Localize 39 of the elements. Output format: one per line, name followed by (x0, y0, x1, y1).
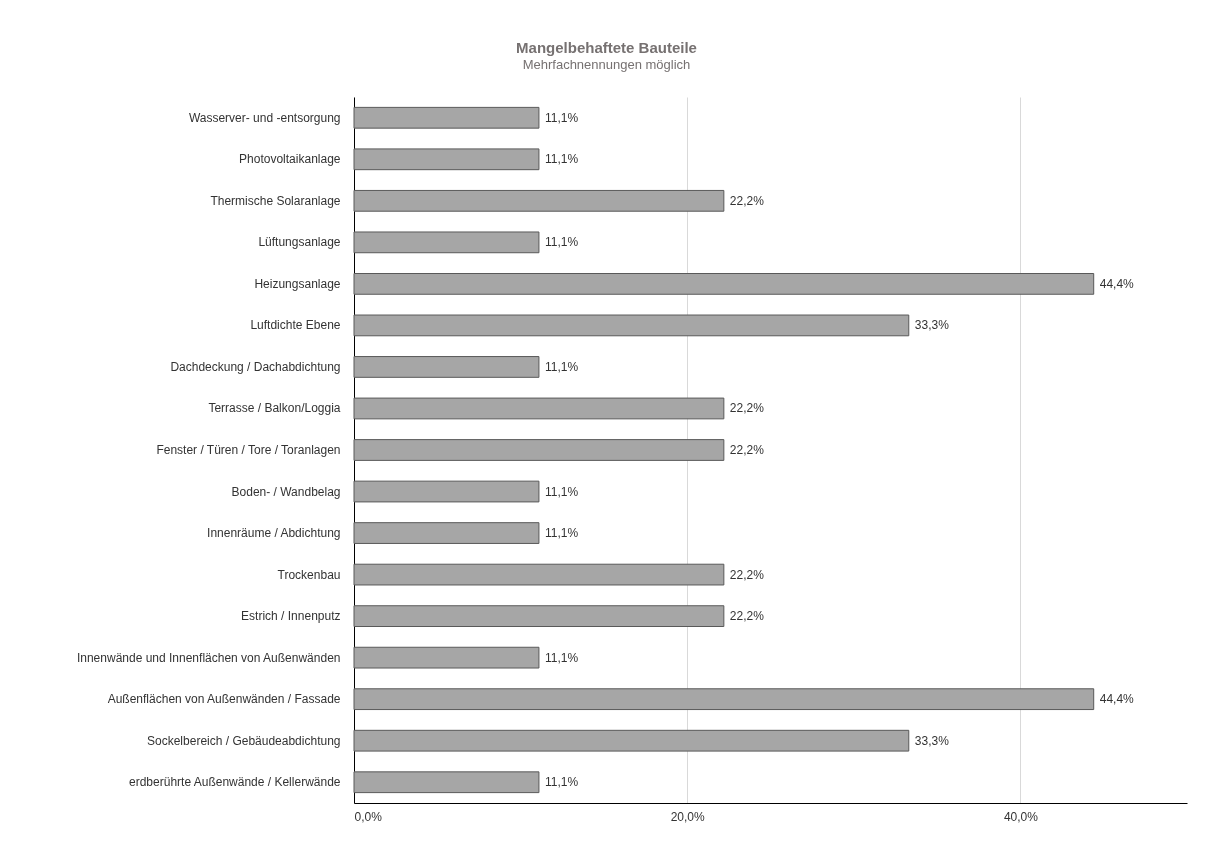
y-tick-label: Luftdichte Ebene (250, 318, 341, 333)
data-label: 22,2% (729, 443, 765, 457)
y-tick-label: Estrich / Innenputz (241, 609, 341, 624)
data-label: 22,2% (729, 609, 765, 624)
y-tick-label: Fenster / Türen / Tore / Toranlagen (156, 443, 341, 457)
y-tick-label: Terrasse / Balkon/Loggia (208, 401, 341, 416)
y-tick-label: Wasserver- und -entsorgung (188, 110, 341, 125)
y-tick-label: Innenräume / Abdichtung (207, 526, 341, 541)
data-label: 11,1% (544, 110, 579, 125)
y-tick-label: Boden- / Wandbelag (231, 484, 341, 499)
y-tick-label: Thermische Solaranlage (210, 193, 341, 208)
data-label: 33,3% (914, 733, 950, 748)
data-label: 22,2% (729, 567, 765, 582)
chart-subtitle: Mehrfachnennungen möglich (522, 57, 691, 72)
y-tick-label: Heizungsanlage (254, 276, 341, 291)
y-tick-label: Photovoltaikanlage (239, 152, 341, 167)
y-tick-label: Dachdeckung / Dachabdichtung (170, 359, 341, 374)
x-tick-label: 0,0% (354, 809, 383, 824)
data-label: 11,1% (544, 484, 579, 499)
chart-title: Mangelbehaftete Bauteile (516, 39, 697, 56)
data-label: 11,1% (544, 359, 579, 374)
data-label: 11,1% (544, 152, 579, 167)
data-label: 22,2% (729, 401, 765, 416)
data-label: 11,1% (544, 526, 579, 541)
data-label: 44,4% (1099, 276, 1135, 291)
x-tick-label: 40,0% (1003, 809, 1039, 824)
y-tick-label: Sockelbereich / Gebäudeabdichtung (147, 733, 341, 748)
y-tick-label: Innenwände und Innenflächen von Außenwänden (76, 650, 341, 665)
y-tick-label: Trockenbau (277, 567, 341, 582)
data-label: 11,1% (544, 775, 579, 790)
data-label: 11,1% (544, 235, 579, 250)
data-label: 44,4% (1099, 692, 1135, 707)
data-label: 33,3% (914, 318, 950, 333)
y-tick-label: Lüftungsanlage (258, 235, 341, 250)
data-label: 11,1% (544, 650, 579, 665)
data-label: 22,2% (729, 193, 765, 208)
x-tick-label: 20,0% (670, 809, 706, 824)
y-tick-label: Außenflächen von Außenwänden / Fassade (107, 692, 341, 707)
y-tick-label: erdberührte Außenwände / Kellerwände (129, 775, 341, 790)
